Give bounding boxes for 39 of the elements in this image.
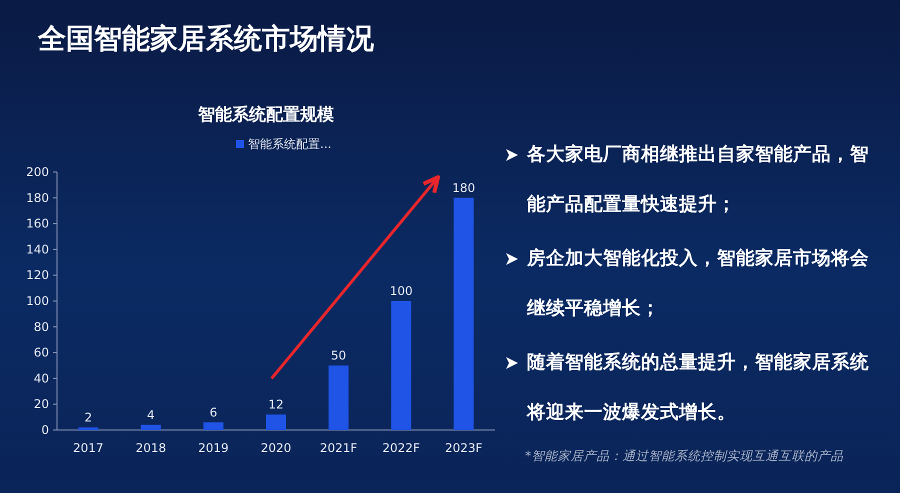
y-tick-label: 0 xyxy=(41,423,49,437)
y-tick-label: 80 xyxy=(34,320,49,334)
y-tick-label: 100 xyxy=(26,294,49,308)
y-tick-label: 120 xyxy=(26,268,49,282)
bar xyxy=(78,427,98,430)
text: 房企加大智能化投入，智能家居市场将会继续平稳增长； xyxy=(527,248,869,319)
y-tick-label: 160 xyxy=(26,216,49,231)
x-tick-label: 2019 xyxy=(198,441,229,455)
text: 各大家电厂商相继推出自家智能产品，智能产品配置量快速提升； xyxy=(527,144,869,215)
chart-title: 智能系统配置规模 xyxy=(197,105,334,125)
bar xyxy=(203,422,224,430)
bar xyxy=(266,414,286,430)
y-tick-label: 140 xyxy=(26,242,49,256)
data-label: 12 xyxy=(268,398,284,412)
data-label: 50 xyxy=(330,348,346,362)
data-label: 180 xyxy=(452,180,476,195)
x-tick-label: 2023F xyxy=(444,441,483,455)
x-tick-label: 2017 xyxy=(73,441,104,455)
x-tick-label: 2022F xyxy=(382,441,420,455)
data-label: 100 xyxy=(390,284,413,298)
y-tick-label: 200 xyxy=(26,165,49,179)
bar xyxy=(391,301,412,430)
bar xyxy=(328,366,349,430)
y-tick-label: 180 xyxy=(26,190,49,205)
text: 随着智能系统的总量提升，智能家居系统将迎来一波爆发式增长。 xyxy=(527,352,869,423)
y-tick-label: 40 xyxy=(34,371,49,386)
x-tick-label: 2020 xyxy=(260,441,292,455)
bar xyxy=(454,198,474,430)
data-label: 2 xyxy=(84,410,92,424)
data-label: 6 xyxy=(210,405,218,420)
y-tick-label: 60 xyxy=(34,346,49,360)
text: 全国智能家居系统市场情况 xyxy=(38,21,374,57)
x-tick-label: 2021F xyxy=(320,441,358,455)
x-tick-label: 2018 xyxy=(136,441,166,455)
legend-label: 智能系统配置... xyxy=(248,137,332,151)
text: *智能家居产品：通过智能系统控制实现互通互联的产品 xyxy=(525,448,844,465)
data-label: 4 xyxy=(147,408,155,422)
bar xyxy=(140,424,161,430)
y-tick-label: 20 xyxy=(34,397,49,412)
